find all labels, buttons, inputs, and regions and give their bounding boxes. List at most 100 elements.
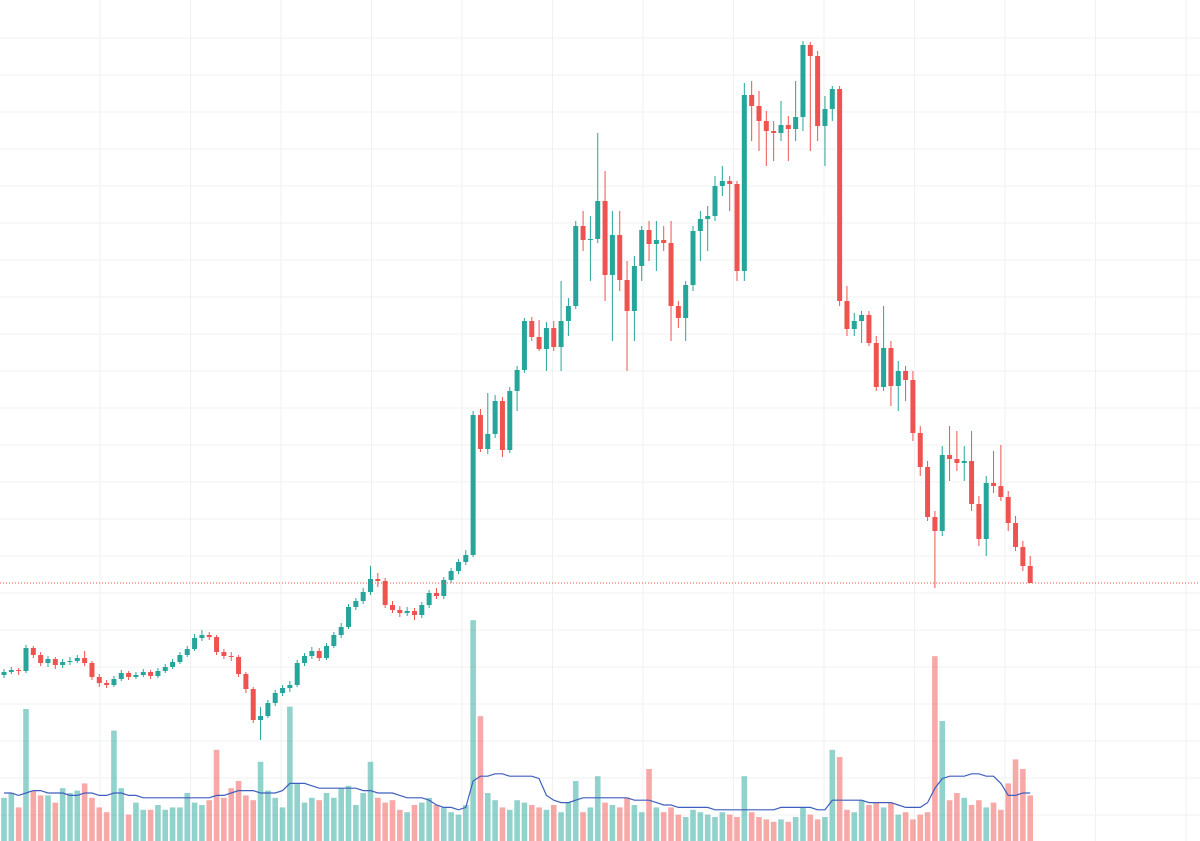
candle-body (287, 685, 293, 688)
volume-bar (389, 800, 396, 841)
candle-body (991, 483, 997, 486)
volume-bar (323, 793, 330, 841)
volume-bar (983, 807, 990, 841)
volume-bar (954, 793, 960, 841)
volume-bar (506, 809, 513, 841)
candle-body (1027, 566, 1033, 583)
volume-bar (946, 800, 953, 841)
volume-bar (294, 783, 300, 841)
candle-body (807, 45, 813, 56)
candle-body (82, 658, 88, 663)
volume-bar (924, 812, 931, 841)
volume-bar (177, 807, 183, 841)
candle-body (162, 667, 168, 671)
volume-bar (265, 790, 271, 841)
candle-body (104, 683, 110, 685)
volume-bar (89, 797, 95, 841)
volume-bar (1012, 759, 1019, 841)
candle-body (236, 657, 242, 674)
volume-bar (829, 749, 836, 841)
candle-body (368, 579, 373, 592)
candle-body (294, 663, 300, 685)
volume-bar (499, 807, 506, 841)
volume-bar (748, 812, 755, 841)
volume-bar (74, 790, 81, 841)
candle-body (206, 635, 212, 637)
volume-bar (96, 807, 103, 841)
volume-bar (484, 793, 491, 841)
candle-body (705, 216, 711, 219)
candle-body (221, 652, 227, 656)
volume-bar (338, 788, 344, 841)
volume-bar (470, 620, 476, 841)
volume-bar (536, 807, 542, 841)
candle-body (16, 670, 22, 671)
candle-body (280, 688, 286, 693)
volume-bar (998, 809, 1004, 841)
candle-body (309, 651, 315, 656)
candle-body (463, 555, 469, 562)
volume-bar (125, 814, 132, 841)
volume-bar (712, 817, 718, 841)
candle-body (536, 337, 542, 349)
candle-body (60, 662, 66, 665)
volume-bar (441, 807, 447, 841)
candle-body (360, 592, 366, 601)
candle-body (23, 648, 29, 671)
volume-bar (558, 812, 564, 841)
volume-bar (741, 776, 748, 841)
candle-body (302, 656, 308, 663)
volume-bar (103, 812, 110, 841)
volume-bar (221, 797, 227, 841)
candle-body (126, 673, 132, 677)
candle-body (177, 655, 183, 662)
volume-bar (624, 797, 630, 841)
volume-bar (111, 730, 117, 841)
volume-bar (169, 807, 176, 841)
volume-bar (433, 805, 440, 841)
candle-body (624, 280, 630, 311)
candle-body (514, 370, 520, 391)
candle-body (1013, 523, 1019, 547)
volume-bar (250, 800, 257, 841)
candle-body (184, 649, 190, 655)
candle-body (719, 181, 725, 186)
volume-bar (301, 802, 308, 841)
volume-bar (191, 802, 198, 841)
candle-body (609, 235, 615, 275)
candle-body (734, 184, 740, 271)
volume-bar (800, 807, 806, 841)
volume-bar (778, 819, 784, 841)
volume-bar (616, 807, 623, 841)
candle-body (595, 201, 601, 239)
volume-bar (455, 814, 462, 841)
candle-body (1005, 497, 1011, 523)
candle-body (148, 672, 154, 676)
volume-bar (272, 797, 279, 841)
volume-bar (609, 805, 616, 841)
volume-bar (968, 805, 975, 841)
candle-body (499, 401, 505, 450)
volume-bar (397, 809, 403, 841)
candle-body (433, 593, 439, 596)
volume-bar (822, 817, 828, 841)
volume-bar (660, 812, 667, 841)
volume-bar (45, 795, 51, 841)
candle-body (800, 45, 806, 117)
volume-bar (309, 797, 315, 841)
volume-bar (59, 788, 66, 841)
candle-body (258, 716, 264, 720)
candle-body (859, 315, 865, 321)
volume-bar (602, 802, 608, 841)
candle-body (756, 106, 762, 121)
volume-bar (133, 802, 139, 841)
volume-bar (844, 809, 850, 841)
volume-bar (895, 814, 902, 841)
candle-body (96, 677, 102, 683)
candle-body (822, 109, 828, 126)
candle-body (214, 637, 220, 652)
volume-bar (697, 812, 704, 841)
candle-body (382, 581, 388, 605)
candle-body (243, 674, 249, 689)
